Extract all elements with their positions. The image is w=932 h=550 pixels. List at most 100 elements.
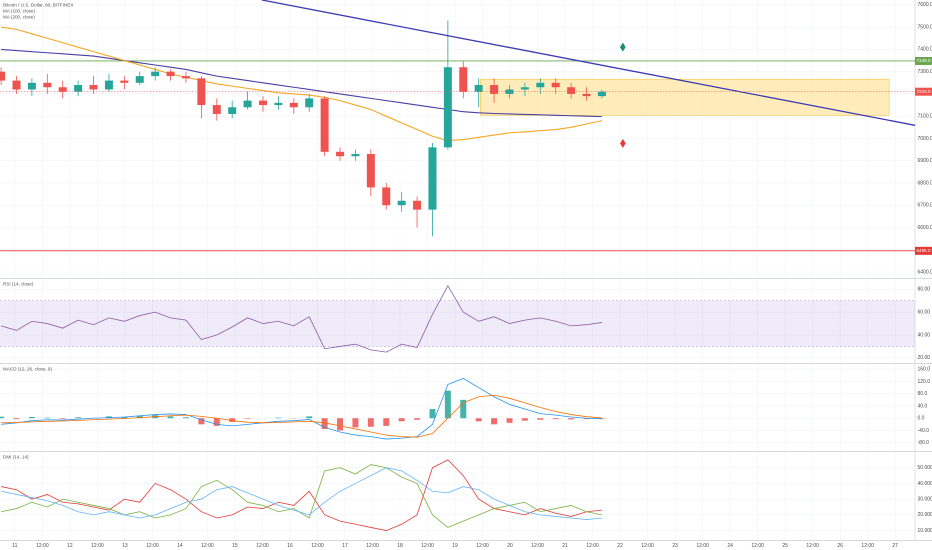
indicator-line [1,459,602,531]
x-tick-label: 25 [782,543,788,549]
candle-body [58,87,67,92]
candle-body [151,71,160,77]
candle-body [428,147,437,210]
histogram-bar [75,417,82,419]
y-tick-label: 6400.0 [918,269,932,275]
last-price-label: 7210.0 [917,89,931,94]
histogram-bar [460,399,467,419]
candle-body [597,91,606,97]
candle-body [397,200,406,206]
x-tick-label: 11 [12,543,17,549]
candle-body [305,98,314,108]
x-tick-label: 12:00 [366,543,379,549]
histogram-bar [182,417,189,419]
x-tick-label: 17 [342,543,348,549]
x-tick-label: 12:00 [256,543,269,549]
y-tick-label: 7300.0 [918,69,932,75]
candle-body [289,102,298,108]
histogram-bar [568,418,575,420]
histogram-bar [444,390,451,419]
candle-body [120,80,129,83]
candle-body [582,93,591,97]
x-tick-label: 12:00 [696,543,709,549]
diamond-marker [620,42,626,52]
indicator-line [0,285,602,353]
histogram-bar [491,418,498,425]
candle-body [366,154,375,188]
histogram-bar [537,418,544,420]
candle-body [459,67,468,92]
candle-body [243,100,252,108]
histogram-bar [398,418,405,422]
x-tick-label: 12:00 [641,543,654,549]
y-tick-label: -40.0 [918,428,930,434]
x-tick-label: 27 [892,543,898,549]
candle-body [567,87,576,94]
indicator-line [1,377,602,440]
histogram-bar [383,418,390,426]
candle-body [135,76,144,83]
y-tick-label: 120.0 [918,379,931,385]
histogram-bar [337,418,344,431]
histogram-bar [28,416,35,419]
x-tick-label: 12:00 [586,543,599,549]
histogram-bar [0,416,5,419]
x-tick-label: 12:00 [421,543,434,549]
candle-body [181,76,190,79]
level-tag-label: 7348.0 [917,58,931,63]
x-tick-label: 23 [672,543,678,549]
y-tick-label: 60.00 [918,309,931,315]
candle-body [382,187,391,206]
histogram-bar [429,409,436,419]
legend-entry: MA (200, close) [3,15,35,20]
candle-body [490,85,499,94]
y-tick-label: 30.000 [918,496,932,502]
candle-body [505,89,514,94]
histogram-bar [136,415,143,419]
candle-body [212,105,221,114]
candle-body [89,85,98,90]
y-tick-label: 7600.0 [918,2,932,8]
x-tick-label: 12:00 [91,543,104,549]
x-tick-label: 22 [617,543,623,549]
histogram-bar [552,418,559,420]
histogram-bar [367,418,374,427]
y-tick-label: 40.0 [918,403,928,409]
level-tag [915,56,932,65]
y-tick-label: 50.000 [918,465,932,471]
y-tick-label: 7000.0 [918,136,932,142]
candle-body [43,82,52,88]
candle-body [351,154,360,157]
y-tick-label: 7500.0 [918,24,932,30]
x-tick-label: 12:00 [806,543,819,549]
histogram-bar [275,417,282,419]
x-tick-label: 26 [837,543,843,549]
legend-title: MACD (12, 26, close, 9) [3,367,52,372]
candle-body [443,67,452,148]
indicator-line [1,464,603,528]
histogram-bar [306,416,313,419]
x-tick-label: 24 [727,543,733,549]
candle-body [74,85,83,92]
moving-average [1,26,603,142]
y-tick-label: 20.000 [918,512,932,518]
moving-average [1,48,602,118]
histogram-bar [352,418,359,428]
x-tick-label: 12:00 [531,543,544,549]
x-tick-label: 12 [67,543,73,549]
indicator-line [1,467,602,520]
histogram-bar [583,418,590,420]
y-tick-label: -80.0 [918,440,930,446]
y-tick-label: 6900.0 [918,158,932,164]
histogram-bar [244,418,251,419]
x-tick-label: 16 [287,543,293,549]
x-tick-label: 14 [177,543,183,549]
y-tick-label: 40.00 [918,332,931,338]
histogram-bar [229,418,236,422]
x-tick-label: 12:00 [201,543,214,549]
candle-body [259,100,268,106]
candle-body [166,71,175,77]
candle-body [12,80,21,90]
x-tick-label: 12:00 [861,543,874,549]
